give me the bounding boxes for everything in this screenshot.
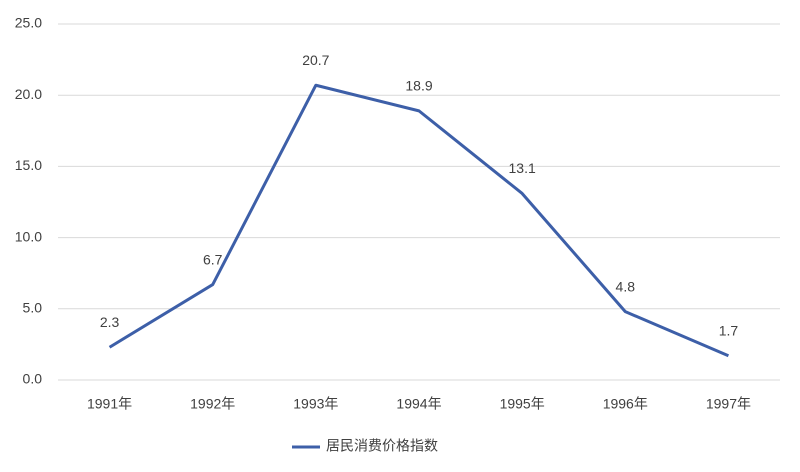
- data-label: 1.7: [719, 322, 739, 338]
- data-label: 6.7: [203, 251, 223, 267]
- y-tick-label: 20.0: [15, 86, 42, 102]
- x-tick-label: 1995年: [500, 396, 545, 412]
- data-label: 20.7: [302, 52, 329, 68]
- legend-label: 居民消费价格指数: [326, 438, 438, 454]
- y-tick-label: 10.0: [15, 228, 42, 244]
- y-tick-label: 5.0: [23, 300, 43, 316]
- x-tick-label: 1996年: [603, 396, 648, 412]
- y-tick-label: 0.0: [23, 371, 43, 387]
- data-label: 18.9: [405, 78, 432, 94]
- x-tick-label: 1994年: [396, 396, 441, 412]
- data-label: 13.1: [509, 160, 536, 176]
- x-tick-label: 1997年: [706, 396, 751, 412]
- y-tick-label: 15.0: [15, 157, 42, 173]
- y-tick-label: 25.0: [15, 15, 42, 31]
- data-label: 2.3: [100, 314, 120, 330]
- x-tick-label: 1991年: [87, 396, 132, 412]
- data-line: [108, 83, 730, 358]
- x-tick-label: 1993年: [293, 396, 338, 412]
- data-label: 4.8: [616, 278, 636, 294]
- x-tick-label: 1992年: [190, 396, 235, 412]
